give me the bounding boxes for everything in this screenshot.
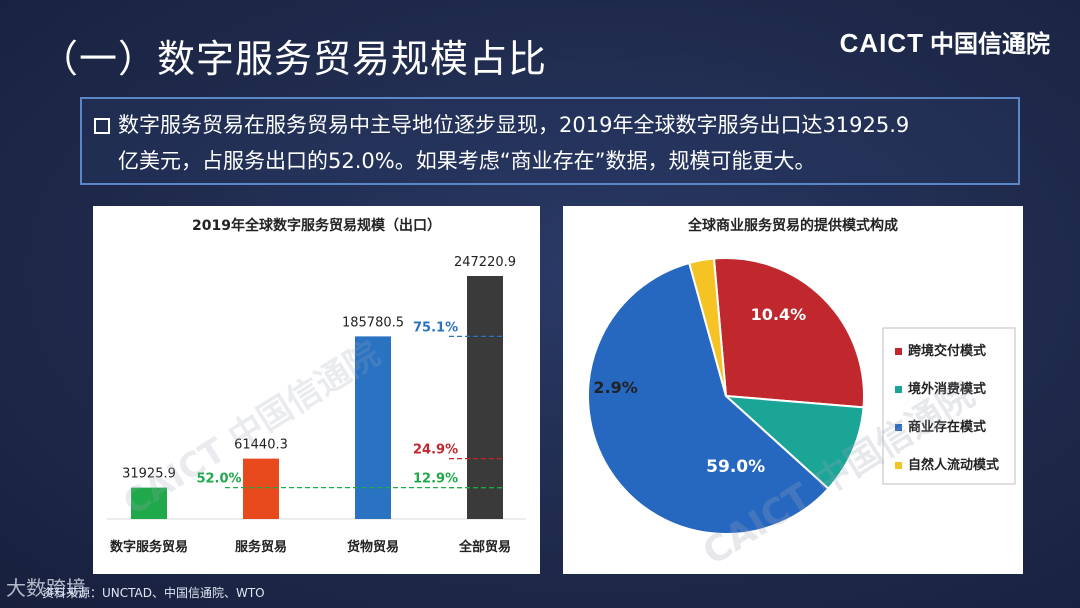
x-tick-label-1: 数字服务贸易: [110, 539, 188, 555]
pie-slice-1: [712, 257, 865, 409]
legend-swatch-2: [895, 386, 902, 393]
pie-chart-panel: 全球商业服务贸易的提供模式构成27.7%10.4%59.0%2.9%跨境交付模式…: [563, 206, 1023, 574]
pie-chart: 全球商业服务贸易的提供模式构成27.7%10.4%59.0%2.9%跨境交付模式…: [587, 217, 1016, 574]
reference-line-label-4: 75.1%: [413, 320, 458, 335]
pie-value-label-4: 2.9%: [593, 378, 637, 397]
reference-line-label-1: 52.0%: [196, 472, 241, 487]
pie-chart-title: 全球商业服务贸易的提供模式构成: [687, 217, 898, 234]
legend-swatch-4: [895, 462, 902, 469]
legend-label-2: 境外消费模式: [908, 381, 986, 397]
bar-value-label-3: 185780.5: [342, 315, 404, 330]
bar-chart: 2019年全球数字服务贸易规模（出口） 31925.9 数字服务贸易 61440.3 服…: [107, 217, 526, 555]
legend-swatch-3: [895, 424, 902, 431]
legend-label-1: 跨境交付模式: [908, 343, 986, 359]
callout-line-2: 亿美元，占服务出口的52.0%。如果考虑“商业存在”数据，规模可能更大。: [118, 149, 816, 173]
pie-slice-2: [723, 394, 865, 491]
logo-zh: 中国信通院: [930, 30, 1050, 58]
corner-watermark: 大数跨境: [6, 576, 86, 600]
callout-line-1: 数字服务贸易在服务贸易中主导地位逐步显现，2019年全球数字服务出口达31925…: [118, 113, 910, 137]
x-tick-label-4: 全部贸易: [458, 539, 511, 555]
bar-1: [131, 487, 167, 519]
bar-value-label-4: 247220.9: [454, 255, 516, 270]
bar-3: [355, 336, 391, 519]
logo-en: CAICT: [839, 28, 924, 58]
bar-value-label-2: 61440.3: [234, 438, 288, 453]
caict-logo: CAICT 中国信通院: [840, 24, 1050, 59]
bar-value-label-1: 31925.9: [122, 467, 176, 482]
reference-line-label-3: 24.9%: [413, 443, 458, 458]
legend-label-4: 自然人流动模式: [908, 457, 999, 473]
key-finding-callout: 数字服务贸易在服务贸易中主导地位逐步显现，2019年全球数字服务出口达31925…: [80, 97, 1020, 185]
slide-title: （一）数字服务贸易规模占比: [40, 37, 548, 81]
bar-chart-title: 2019年全球数字服务贸易规模（出口）: [192, 217, 441, 234]
legend-swatch-1: [895, 348, 902, 355]
callout-text: 数字服务贸易在服务贸易中主导地位逐步显现，2019年全球数字服务出口达31925…: [118, 107, 1014, 179]
legend-label-3: 商业存在模式: [908, 419, 986, 435]
x-tick-label-3: 货物贸易: [347, 539, 399, 555]
bar-4: [467, 276, 503, 519]
pie-slice-4: [688, 257, 727, 397]
pie-value-label-3: 59.0%: [706, 457, 765, 477]
bar-2: [243, 458, 279, 519]
pie-slice-3: [587, 261, 830, 535]
x-tick-label-2: 服务贸易: [235, 539, 287, 555]
pie-legend-box: [882, 327, 1016, 485]
reference-line-label-2: 12.9%: [413, 472, 458, 487]
source-note: 资料来源：UNCTAD、中国信通院、WTO: [42, 586, 265, 600]
bar-chart-panel: 2019年全球数字服务贸易规模（出口） 31925.9 数字服务贸易 61440.3 服…: [93, 206, 540, 574]
pie-value-label-2: 10.4%: [751, 305, 807, 324]
square-bullet-icon: [94, 118, 110, 134]
